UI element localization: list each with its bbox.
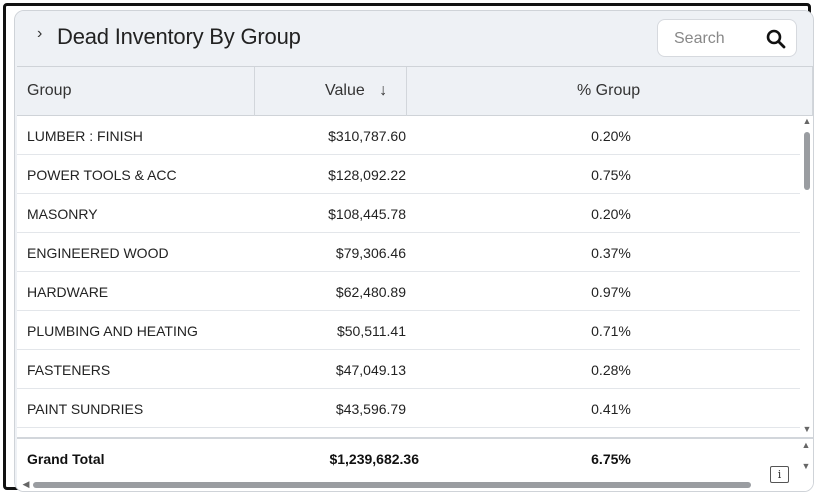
cell-pct: 0.37% [591, 245, 631, 261]
cell-value: $62,480.89 [335, 284, 406, 300]
cell-value: $79,306.46 [335, 245, 406, 261]
cell-group: LUMBER : FINISH [27, 128, 143, 144]
cell-group: FASTENERS [27, 362, 111, 378]
cell-pct: 0.71% [591, 323, 631, 339]
cell-value: $43,596.79 [335, 401, 406, 417]
table-row[interactable]: LUMBER : FINISH $310,787.60 0.20% [17, 116, 800, 155]
column-header-value[interactable]: Value ↓ [325, 82, 387, 100]
total-value: $1,239,682.36 [329, 451, 419, 467]
cell-pct: 0.97% [591, 284, 631, 300]
column-header-value-label: Value [325, 82, 365, 99]
table-row[interactable]: PAINT SUNDRIES $43,596.79 0.41% [17, 389, 800, 428]
table-row[interactable]: FASTENERS $47,049.13 0.28% [17, 350, 800, 389]
cell-group: ENGINEERED WOOD [27, 245, 169, 261]
cell-value: $310,787.60 [328, 128, 406, 144]
total-label: Grand Total [27, 451, 105, 467]
table-row[interactable]: PLUMBING AND HEATING $50,511.41 0.71% [17, 311, 800, 350]
screenshot-frame: › Dead Inventory By Group Search Group V… [3, 3, 814, 492]
table-row[interactable]: MASONRY $108,445.78 0.20% [17, 194, 800, 233]
cell-group: MASONRY [27, 206, 98, 222]
cell-pct: 0.28% [591, 362, 631, 378]
vertical-scrollbar[interactable]: ▲ ▼ [801, 116, 813, 438]
cell-value: $128,092.22 [328, 167, 406, 183]
horizontal-scrollbar[interactable]: ◀ [21, 479, 763, 489]
sort-descending-icon: ↓ [379, 82, 388, 99]
chevron-right-icon[interactable]: › [37, 25, 43, 42]
cell-group: HARDWARE [27, 284, 109, 300]
scroll-down-arrow-icon[interactable]: ▼ [801, 461, 811, 471]
info-icon[interactable]: i [770, 466, 789, 483]
table-row[interactable]: ENGINEERED WOOD $79,306.46 0.37% [17, 233, 800, 272]
horizontal-scroll-thumb[interactable] [33, 482, 751, 488]
table-header: Group Value ↓ % Group [17, 66, 813, 116]
panel-header: › Dead Inventory By Group Search [15, 11, 813, 66]
cell-value: $47,049.13 [335, 362, 406, 378]
total-pct: 6.75% [591, 451, 631, 467]
cell-value: $50,511.41 [336, 323, 406, 339]
cell-value: $108,445.78 [328, 206, 406, 222]
scroll-up-arrow-icon[interactable]: ▲ [801, 440, 811, 450]
cell-group: PLUMBING AND HEATING [27, 323, 198, 339]
column-header-group[interactable]: Group [27, 82, 72, 99]
cell-pct: 0.75% [591, 167, 631, 183]
cell-group: PAINT SUNDRIES [27, 401, 144, 417]
column-header-pct-group[interactable]: % Group [577, 82, 641, 99]
column-divider[interactable] [406, 67, 407, 116]
dead-inventory-panel: › Dead Inventory By Group Search Group V… [14, 10, 814, 492]
table-row[interactable]: HARDWARE $62,480.89 0.97% [17, 272, 800, 311]
scroll-up-arrow-icon[interactable]: ▲ [802, 116, 812, 126]
cell-pct: 0.20% [591, 128, 631, 144]
scroll-down-arrow-icon[interactable]: ▼ [802, 424, 812, 434]
grand-total-row: Grand Total $1,239,682.36 6.75% ▲ ▼ i ◀ [17, 437, 813, 491]
cell-group: POWER TOOLS & ACC [27, 167, 177, 183]
search-input[interactable]: Search [674, 30, 725, 47]
cell-pct: 0.20% [591, 206, 631, 222]
table-body: LUMBER : FINISH $310,787.60 0.20% POWER … [17, 116, 800, 436]
vertical-scroll-thumb[interactable] [804, 132, 810, 190]
panel-title: Dead Inventory By Group [57, 24, 301, 49]
scroll-left-arrow-icon[interactable]: ◀ [22, 479, 30, 489]
search-icon[interactable] [766, 29, 786, 49]
table-row[interactable]: POWER TOOLS & ACC $128,092.22 0.75% [17, 155, 800, 194]
column-divider[interactable] [254, 67, 255, 116]
cell-pct: 0.41% [591, 401, 631, 417]
search-box[interactable]: Search [657, 19, 797, 57]
column-divider [812, 67, 813, 116]
inventory-table: Group Value ↓ % Group LUMBER : FINISH $3… [17, 66, 813, 491]
